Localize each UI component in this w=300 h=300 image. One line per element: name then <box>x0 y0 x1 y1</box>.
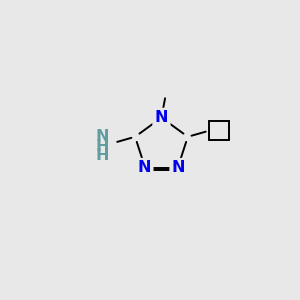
Text: N: N <box>138 160 151 175</box>
Text: N: N <box>155 110 168 125</box>
Text: N: N <box>96 129 110 144</box>
Text: H: H <box>96 139 110 154</box>
Text: N: N <box>172 160 185 175</box>
Text: H: H <box>96 148 110 163</box>
